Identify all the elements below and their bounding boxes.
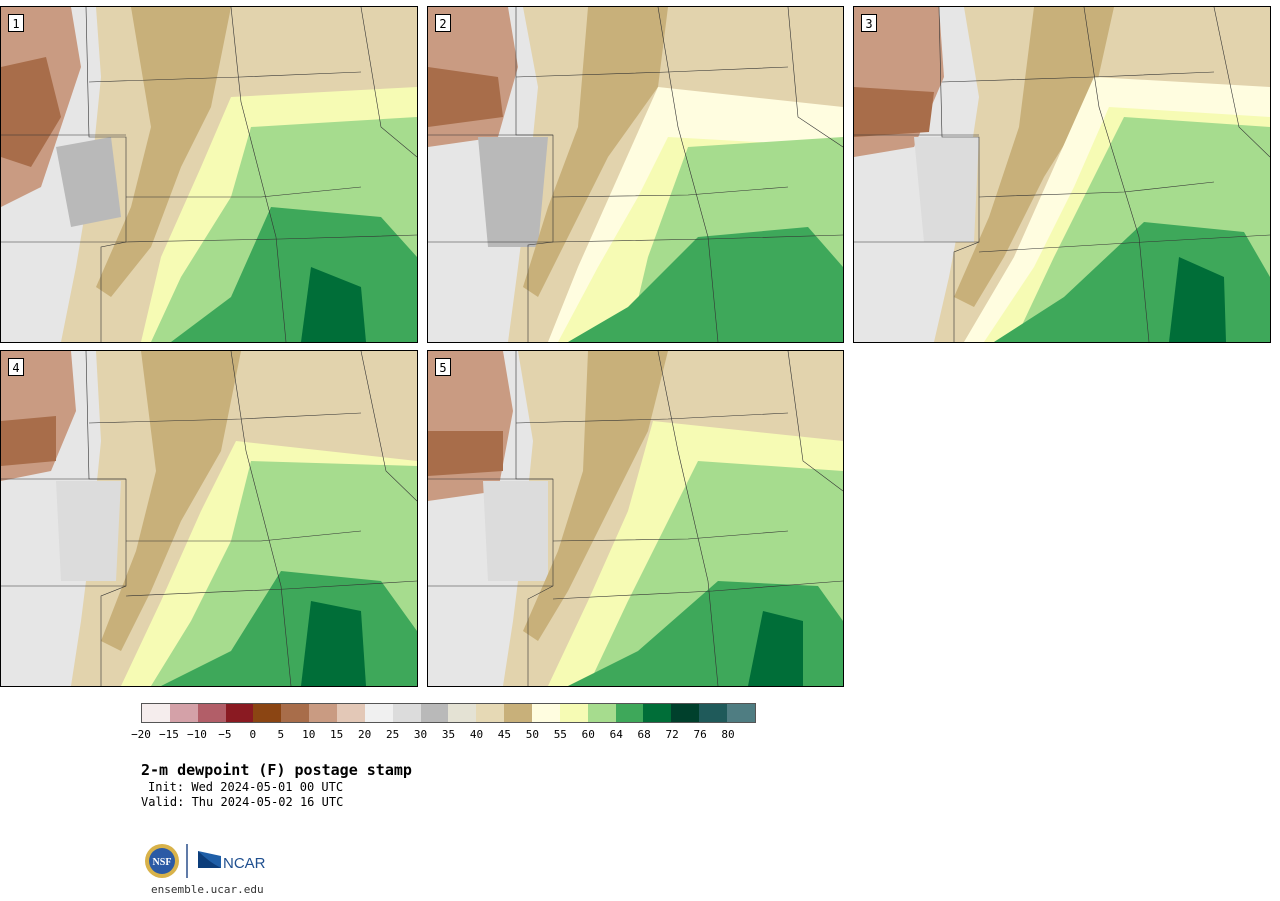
colorbar-tick-label: 76	[693, 728, 707, 741]
nsf-logo-icon: NSF	[145, 844, 179, 878]
colorbar-ticks: −20 −15 −10 −5 0 5 10 15 20 25 30 35 40 45 50 55 60 64 68 7…	[131, 728, 756, 742]
ncar-logo-icon: NCAR	[198, 851, 266, 872]
colorbar-tick-label: 20	[358, 728, 372, 741]
colorbar-tick-label: −10	[186, 728, 207, 741]
colorbar-swatch	[337, 704, 365, 722]
forecast-panel-5[interactable]: 5	[427, 350, 844, 687]
colorbar-swatch	[643, 704, 672, 722]
dewpoint-colorbar	[141, 703, 756, 723]
colorbar-tick-label: 68	[637, 728, 651, 741]
colorbar-swatch	[476, 704, 505, 722]
colorbar-tick-label: 10	[302, 728, 316, 741]
colorbar-swatch	[142, 704, 170, 722]
colorbar-tick-label: −15	[159, 728, 179, 741]
colorbar-swatch	[364, 704, 393, 722]
forecast-panel-2[interactable]: 2	[427, 6, 844, 343]
colorbar-tick-label: 80	[721, 728, 735, 741]
colorbar-tick-label: 55	[553, 728, 567, 741]
forecast-panel-3[interactable]: 3	[853, 6, 1271, 343]
ncar-logo-text: NCAR	[223, 855, 266, 872]
panel-number-1: 1	[8, 14, 24, 32]
dewpoint-map-3	[854, 7, 1270, 342]
colorbar-swatch	[392, 704, 421, 722]
init-time: Init: Wed 2024-05-01 00 UTC	[148, 780, 344, 794]
forecast-panel-4[interactable]: 4	[0, 350, 418, 687]
colorbar-tick-label: 60	[581, 728, 595, 741]
colorbar-tick-label: −5	[218, 728, 232, 741]
colorbar-tick-label: −20	[131, 728, 151, 741]
dewpoint-map-1	[1, 7, 417, 342]
colorbar-swatch	[281, 704, 310, 722]
colorbar-swatch	[253, 704, 282, 722]
panel-number-4: 4	[8, 358, 24, 376]
dewpoint-map-5	[428, 351, 843, 686]
panel-number-5: 5	[435, 358, 451, 376]
chart-title: 2-m dewpoint (F) postage stamp	[141, 761, 412, 779]
colorbar-swatch	[169, 704, 198, 722]
colorbar-tick-label: 35	[441, 728, 456, 741]
colorbar-swatch	[615, 704, 644, 722]
colorbar-swatch	[532, 704, 560, 722]
colorbar-tick-label: 45	[497, 728, 512, 741]
colorbar-tick-label: 50	[525, 728, 539, 741]
nsf-logo-text: NSF	[153, 857, 172, 868]
colorbar-swatch	[420, 704, 449, 722]
colorbar-swatch	[559, 704, 588, 722]
colorbar-swatch	[504, 704, 533, 722]
colorbar-swatch	[309, 704, 338, 722]
colorbar-tick-label: 25	[385, 728, 400, 741]
colorbar-tick-label: 40	[469, 728, 484, 741]
valid-time: Valid: Thu 2024-05-02 16 UTC	[141, 795, 344, 809]
colorbar-swatch	[727, 704, 755, 722]
colorbar-tick-label: 15	[330, 728, 344, 741]
nsf-ncar-logos: NSF NCAR	[145, 844, 266, 878]
colorbar-swatch	[587, 704, 616, 722]
colorbar-tick-label: 5	[277, 728, 285, 741]
dewpoint-map-4	[1, 351, 417, 686]
colorbar-swatch	[671, 704, 700, 722]
colorbar-tick-label: 64	[609, 728, 623, 741]
forecast-panel-1[interactable]: 1	[0, 6, 418, 343]
colorbar-swatch	[699, 704, 728, 722]
ensemble-url: ensemble.ucar.edu	[151, 883, 264, 896]
colorbar-tick-label: 72	[665, 728, 679, 741]
colorbar-swatch	[225, 704, 254, 722]
colorbar-swatch	[197, 704, 226, 722]
colorbar-swatch	[448, 704, 477, 722]
panel-number-2: 2	[435, 14, 451, 32]
colorbar-tick-label: 30	[413, 728, 428, 741]
colorbar-tick-label: 0	[249, 728, 257, 741]
panel-number-3: 3	[861, 14, 877, 32]
dewpoint-map-2	[428, 7, 843, 342]
